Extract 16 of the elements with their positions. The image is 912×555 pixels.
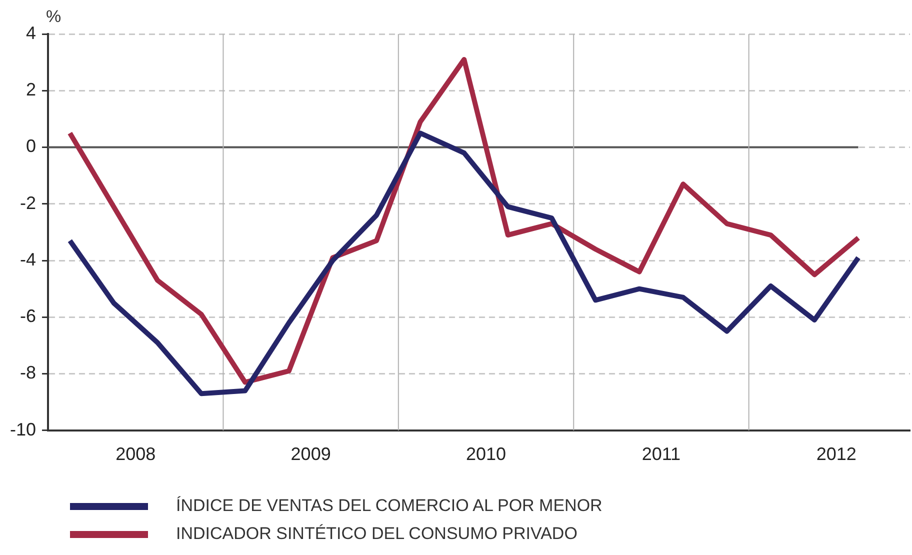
y-axis-title: % [46, 7, 62, 26]
x-tick-label: 2008 [116, 444, 156, 464]
y-tick-label: -8 [20, 362, 36, 383]
legend-label: ÍNDICE DE VENTAS DEL COMERCIO AL POR MENOR [176, 496, 602, 516]
y-tick-label: 2 [26, 80, 36, 100]
x-tick-label: 2010 [466, 444, 506, 464]
legend-label: INDICADOR SINTÉTICO DEL CONSUMO PRIVADO [176, 524, 578, 544]
x-tick-label: 2012 [816, 444, 856, 464]
x-tick-label: 2009 [290, 444, 331, 464]
x-tick-label: 2011 [642, 444, 681, 464]
y-tick-label: 0 [26, 136, 36, 156]
y-tick-label: -6 [20, 306, 36, 326]
y-tick-label: -4 [20, 249, 36, 270]
y-tick-label: -10 [10, 419, 36, 440]
y-tick-label: -2 [20, 192, 36, 213]
y-tick-label: 4 [26, 22, 36, 43]
